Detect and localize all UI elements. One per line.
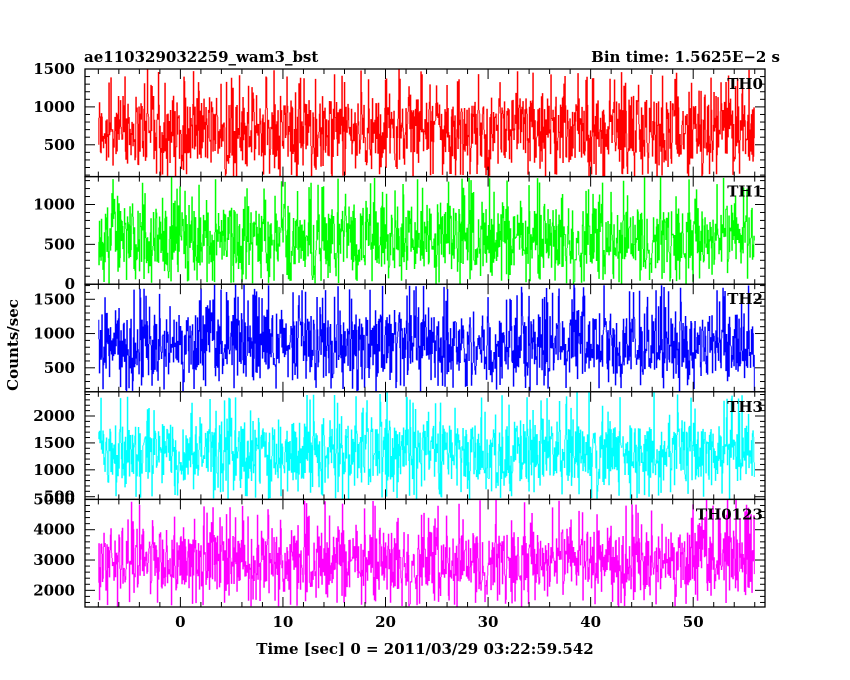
x-tick-label: 50 (683, 613, 704, 631)
y-tick-label: 500 (44, 359, 75, 377)
y-tick-label: 500 (44, 488, 75, 506)
x-axis: 0 10 20 30 40 50 (175, 613, 703, 631)
panel-label-th3: TH3 (727, 398, 763, 416)
y-tick-label: 2000 (33, 407, 75, 425)
x-tick-label: 40 (580, 613, 601, 631)
x-tick-label: 10 (273, 613, 294, 631)
series-th1 (98, 177, 755, 285)
panel-label-th0123: TH0123 (696, 505, 763, 523)
series-th2 (98, 284, 755, 392)
x-tick-label: 20 (375, 613, 396, 631)
panel-th0123: 2000 3000 4000 5000 TH0123 (33, 490, 766, 608)
panel-th2: 500 1000 1500 TH2 (33, 283, 766, 393)
y-tick-label: 1000 (33, 195, 75, 213)
x-axis-title: Time [sec] 0 = 2011/03/29 03:22:59.542 (256, 640, 593, 658)
y-tick-label: 3000 (33, 551, 75, 569)
y-tick-label: 4000 (33, 521, 75, 539)
y-tick-label: 500 (44, 235, 75, 253)
y-tick-label: 1000 (33, 461, 75, 479)
series-th3 (98, 392, 755, 500)
panel-label-th1: TH1 (727, 183, 763, 201)
x-tick-label: 0 (175, 613, 185, 631)
y-axis-title: Counts/sec (4, 299, 22, 391)
panel-label-th0: TH0 (727, 75, 763, 93)
panel-th3: 500 1000 1500 2000 TH3 (33, 391, 766, 506)
panel-th0: 500 1000 1500 TH0 (33, 60, 766, 178)
y-tick-label: 1500 (33, 434, 75, 452)
y-tick-label: 2000 (33, 581, 75, 599)
panel-th1: 0 500 1000 TH1 (33, 175, 766, 293)
x-tick-label: 30 (478, 613, 499, 631)
series-th0 (98, 69, 755, 177)
y-tick-label: 500 (44, 136, 75, 154)
y-tick-label: 1500 (33, 60, 75, 78)
y-tick-label: 1500 (33, 290, 75, 308)
y-tick-label: 0 (65, 275, 75, 293)
y-tick-label: 5000 (33, 490, 75, 508)
bin-time-label: Bin time: 1.5625E−2 s (591, 48, 780, 66)
panel-label-th2: TH2 (727, 290, 763, 308)
series-th0123 (98, 499, 755, 607)
y-tick-label: 1000 (33, 325, 75, 343)
panel-frame (84, 498, 766, 608)
y-tick-label: 1000 (33, 98, 75, 116)
chart-title: ae110329032259_wam3_bst (84, 48, 318, 66)
